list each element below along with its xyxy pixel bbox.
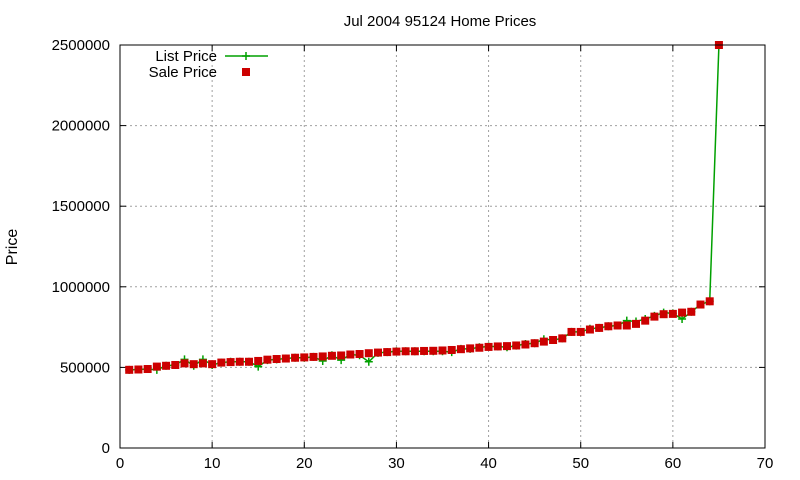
sale-price-marker <box>659 310 668 319</box>
series-layer <box>125 41 723 374</box>
sale-price-marker <box>585 325 594 334</box>
legend-label-list-price: List Price <box>155 48 217 65</box>
sale-price-marker <box>595 323 604 332</box>
sale-price-marker <box>650 312 659 321</box>
sale-price-marker <box>613 321 622 330</box>
sale-price-marker <box>162 361 171 370</box>
sale-price-marker <box>567 327 576 336</box>
x-tick-label: 20 <box>296 455 313 472</box>
sale-price-marker <box>383 348 392 357</box>
sale-price-marker <box>622 321 631 330</box>
sale-price-marker <box>392 347 401 356</box>
sale-price-marker <box>364 349 373 358</box>
legend-label-sale-price: Sale Price <box>149 64 217 81</box>
sale-price-marker <box>374 348 382 357</box>
sale-price-marker <box>318 352 327 361</box>
sale-price-marker <box>125 365 134 374</box>
sale-price-marker <box>134 365 143 374</box>
x-tick-label: 10 <box>204 455 221 472</box>
y-tick-label: 2000000 <box>52 118 110 135</box>
sale-price-marker <box>401 347 410 356</box>
y-tick-label: 1500000 <box>52 198 110 215</box>
sale-price-marker <box>420 346 429 355</box>
sale-price-marker <box>263 355 272 364</box>
legend-marker-list-price <box>242 52 250 60</box>
sale-price-marker <box>226 358 235 367</box>
sale-price-marker <box>208 360 217 369</box>
x-tick-label: 60 <box>665 455 682 472</box>
x-tick-label: 70 <box>757 455 774 472</box>
y-tick-label: 1000000 <box>52 279 110 296</box>
sale-price-marker <box>245 357 253 366</box>
x-tick-label: 0 <box>116 455 124 472</box>
plot-frame <box>119 44 766 449</box>
axis-ticks: 0 10 20 30 40 50 60 70 0 500000 1000000 1500000 2000… <box>52 37 774 472</box>
sale-price-marker <box>696 300 705 309</box>
legend-marker-sale-price <box>242 68 250 76</box>
sale-price-marker <box>189 360 198 369</box>
sale-price-marker <box>447 345 456 354</box>
sale-price-marker <box>530 339 539 348</box>
sale-price-marker <box>668 309 677 318</box>
sale-price-marker <box>198 359 207 368</box>
sale-price-marker <box>549 335 558 344</box>
sale-price-marker <box>632 319 640 328</box>
sale-price-marker <box>503 342 511 351</box>
sale-price-marker <box>475 343 484 352</box>
x-tick-label: 50 <box>572 455 589 472</box>
y-tick-label: 2500000 <box>52 37 110 54</box>
sale-price-marker <box>410 347 419 356</box>
sale-price-marker <box>484 342 493 351</box>
sale-price-marker <box>272 355 281 364</box>
x-tick-label: 30 <box>388 455 405 472</box>
list-price-marker <box>364 357 373 366</box>
sale-price-marker <box>300 353 309 362</box>
sale-price-marker <box>705 297 714 306</box>
x-tick-label: 40 <box>480 455 497 472</box>
sale-price-marker <box>687 307 696 316</box>
sale-price-marker <box>291 353 300 362</box>
y-tick-label: 0 <box>102 440 110 457</box>
sale-price-marker <box>309 352 318 361</box>
sale-price-marker <box>143 365 152 374</box>
sale-price-marker <box>604 322 613 331</box>
sale-price-marker <box>466 344 475 353</box>
chart-title: Jul 2004 95124 Home Prices <box>344 13 537 30</box>
sale-price-marker <box>576 327 585 336</box>
sale-price-marker <box>180 359 189 368</box>
sale-price-marker <box>539 337 548 346</box>
sale-price-marker <box>521 340 530 349</box>
sale-price-marker <box>235 357 244 366</box>
grid <box>120 45 765 448</box>
sale-price-marker <box>171 360 180 369</box>
sale-price-marker <box>678 308 687 317</box>
sale-price-marker <box>512 341 521 350</box>
sale-price-marker <box>327 351 336 360</box>
sale-price-marker <box>355 350 364 359</box>
sale-price-marker <box>152 362 161 371</box>
sale-price-marker <box>558 334 567 343</box>
sale-price-marker <box>438 346 447 355</box>
sale-price-marker <box>456 345 465 354</box>
sale-price-marker <box>429 346 438 355</box>
sale-price-marker <box>493 342 502 351</box>
sale-price-marker <box>254 356 263 365</box>
sale-price-marker <box>346 350 355 359</box>
sale-price-marker <box>641 316 650 325</box>
sale-price-marker <box>217 358 226 367</box>
sale-price-marker <box>337 351 346 360</box>
y-tick-label: 500000 <box>60 359 110 376</box>
y-axis-label: Price <box>4 229 21 266</box>
sale-price-marker <box>281 354 290 363</box>
